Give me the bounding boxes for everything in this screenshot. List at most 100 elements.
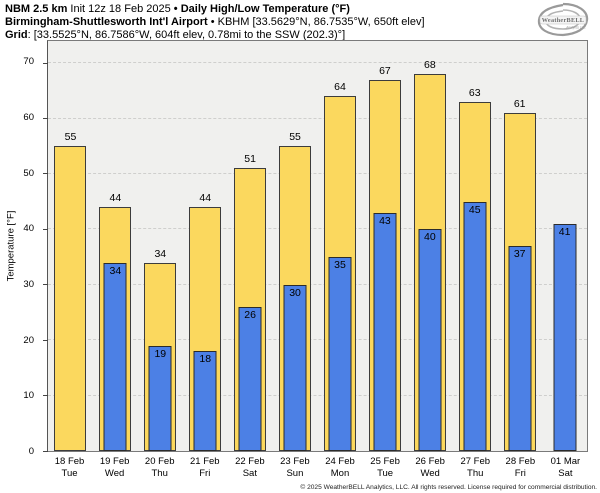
low-bar [508, 246, 532, 451]
x-tick-day: Thu [467, 468, 484, 479]
x-tick-date: 26 Feb [415, 456, 445, 467]
separator-dot: • [173, 3, 178, 15]
high-value-label: 67 [379, 64, 391, 77]
x-tick-date: 23 Feb [280, 456, 310, 467]
bar-group-26-Feb: 68 40 [407, 41, 452, 451]
plot-area: 55 44 34 34 19 44 18 51 26 55 30 64 35 67 43 68 40 63 45 61… [43, 40, 588, 452]
gridline-70 [48, 62, 587, 64]
bar-group-18-Feb: 55 [48, 41, 93, 451]
x-tick-day: Mon [330, 468, 350, 479]
high-value-label: 64 [334, 81, 346, 94]
x-tick-day: Fri [199, 468, 211, 479]
low-bar [148, 345, 172, 451]
grid-info: : [33.5525°N, 86.7586°W, 604ft elev, 0.7… [27, 29, 346, 42]
x-tick-day: Sat [242, 468, 257, 479]
bar-group-25-Feb: 67 43 [362, 41, 407, 451]
x-tick-label-18-Feb: 18 Feb Tue [47, 456, 92, 480]
high-value-label: 44 [109, 192, 122, 205]
y-tick-label-50: 50 [23, 167, 34, 179]
x-tick-day: Wed [104, 468, 125, 479]
x-tick-day: Fri [514, 468, 526, 479]
swirl-logo-icon: WeatherBELL Analytics LLC [537, 2, 589, 37]
high-value-label: 55 [64, 131, 77, 144]
y-tick-mark-30 [43, 284, 48, 286]
high-value-label: 51 [244, 153, 256, 166]
x-tick-day: Thu [151, 468, 168, 479]
x-tick-date: 22 Feb [235, 456, 265, 467]
low-bar [463, 201, 487, 451]
high-value-label: 63 [468, 86, 481, 99]
high-value-label: 68 [423, 59, 436, 72]
x-tick-label-20-Feb: 20 Feb Thu [137, 456, 182, 480]
bar-group-01-Mar: 41 [542, 41, 587, 451]
x-tick-label-27-Feb: 27 Feb Thu [453, 456, 498, 480]
y-tick-label-30: 30 [23, 278, 34, 290]
low-value-label: 30 [289, 286, 301, 299]
y-tick-mark-0 [43, 450, 48, 452]
bar-group-27-Feb: 63 45 [452, 41, 497, 451]
y-tick-label-0: 0 [28, 446, 34, 457]
low-value-label: 26 [244, 308, 256, 321]
y-tick-mark-40 [43, 228, 48, 230]
high-value-label: 34 [154, 247, 167, 260]
x-tick-day: Sun [286, 468, 304, 479]
high-value-label: 44 [199, 192, 212, 205]
y-tick-mark-50 [43, 173, 48, 175]
x-tick-label-23-Feb: 23 Feb Sun [272, 456, 317, 480]
y-tick-mark-70 [43, 62, 48, 64]
x-tick-day: Wed [420, 468, 440, 479]
gridline-40 [48, 228, 587, 230]
y-axis-tick-labels: 0 10 20 30 40 50 60 70 [0, 40, 42, 457]
x-tick-label-28-Feb: 28 Feb Fri [498, 456, 543, 480]
y-tick-label-20: 20 [23, 334, 34, 346]
x-tick-date: 21 Feb [189, 456, 220, 467]
low-value-label: 41 [558, 225, 571, 238]
copyright-notice: © 2025 WeatherBELL Analytics, LLC. All r… [300, 484, 597, 491]
x-tick-label-01-Mar: 01 Mar Sat [543, 456, 588, 480]
chart-header: NBM 2.5 km Init 12z 18 Feb 2025 • Daily … [5, 3, 425, 43]
low-bar [328, 257, 352, 451]
x-axis-tick-labels: 18 Feb Tue 19 Feb Wed 20 Feb Thu 21 Feb Fri 22 F… [47, 456, 588, 480]
gridline-50 [48, 172, 587, 174]
separator-dot: • [207, 16, 218, 29]
high-value-label: 61 [513, 98, 526, 111]
product-name: Daily High/Low Temperature (°F) [177, 3, 350, 15]
low-bar [103, 262, 127, 451]
y-tick-mark-60 [43, 118, 48, 120]
low-value-label: 19 [154, 347, 167, 360]
low-bar [418, 229, 442, 451]
init-time: Init 12z 18 Feb 2025 [67, 3, 174, 15]
y-tick-label-40: 40 [23, 223, 34, 235]
gridline-60 [48, 117, 587, 119]
model-name: NBM 2.5 km [5, 3, 68, 15]
bar-group-24-Feb: 64 35 [318, 41, 363, 451]
title-line-1: NBM 2.5 km Init 12z 18 Feb 2025 • Daily … [5, 3, 425, 16]
low-value-label: 43 [379, 214, 391, 227]
svg-text:WeatherBELL: WeatherBELL [542, 17, 585, 24]
x-tick-date: 19 Feb [99, 456, 130, 467]
station-info: KBHM [33.5629°N, 86.7535°W, 650ft elev] [217, 16, 425, 29]
low-bar [193, 351, 217, 451]
y-tick-label-70: 70 [23, 56, 34, 68]
bar-group-22-Feb: 51 26 [228, 41, 273, 451]
y-tick-mark-20 [43, 339, 48, 341]
x-tick-label-24-Feb: 24 Feb Mon [317, 456, 362, 480]
x-tick-date: 18 Feb [54, 456, 85, 467]
title-line-2: Birmingham-Shuttlesworth Int'l Airport •… [5, 16, 425, 29]
bar-group-23-Feb: 55 30 [273, 41, 318, 451]
x-tick-label-22-Feb: 22 Feb Sat [227, 456, 272, 480]
low-bar [553, 223, 577, 451]
x-tick-label-25-Feb: 25 Feb Tue [363, 456, 408, 480]
y-tick-label-60: 60 [23, 111, 34, 123]
low-value-label: 37 [513, 248, 526, 260]
x-tick-day: Tue [377, 468, 394, 479]
high-value-label: 55 [289, 131, 301, 144]
low-value-label: 35 [334, 259, 346, 272]
low-bar [238, 306, 262, 451]
gridline-20 [48, 339, 587, 341]
weatherbell-logo: WeatherBELL Analytics LLC [532, 1, 594, 39]
grid-label: Grid [5, 29, 28, 42]
x-tick-date: 24 Feb [325, 456, 355, 467]
bar-series-container: 55 44 34 34 19 44 18 51 26 55 30 64 35 67 43 68 40 63 45 61… [48, 41, 587, 451]
high-bar [54, 146, 87, 451]
